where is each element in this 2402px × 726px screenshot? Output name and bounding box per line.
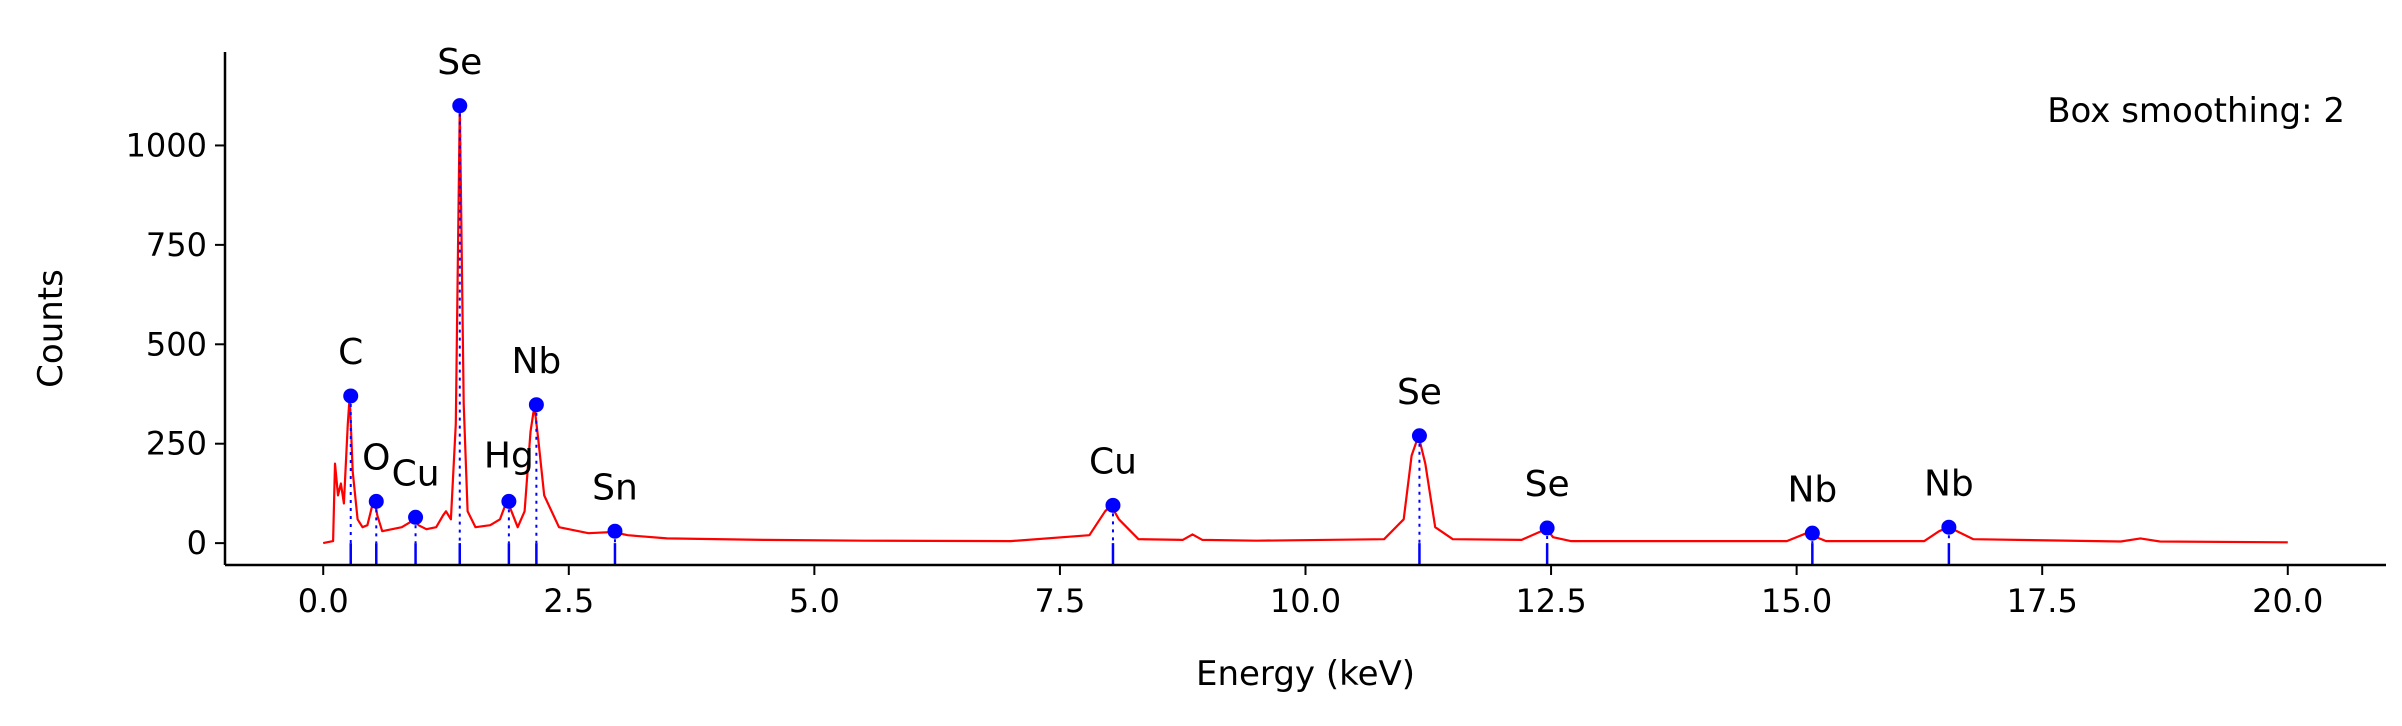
peak-point-9 (1539, 520, 1555, 536)
x-tick-label-2: 5.0 (789, 582, 840, 620)
peak-point-8 (1411, 428, 1427, 444)
peak-point-11 (1941, 519, 1957, 535)
peak-label-3: Se (437, 42, 482, 83)
y-tick-label-4: 1000 (126, 126, 207, 164)
peak-point-7 (1105, 497, 1121, 513)
peak-label-7: Cu (1089, 442, 1137, 483)
x-tick-label-6: 15.0 (1761, 582, 1832, 620)
peak-point-1 (368, 493, 384, 509)
peak-label-9: Se (1525, 464, 1570, 505)
peak-label-0: C (338, 332, 363, 373)
peak-label-1: O (362, 438, 390, 479)
peak-label-2: Cu (392, 453, 440, 494)
peak-label-6: Sn (592, 467, 638, 508)
x-tick-label-5: 12.5 (1515, 582, 1586, 620)
peak-label-8: Se (1397, 372, 1442, 413)
x-tick-label-1: 2.5 (543, 582, 594, 620)
peak-point-10 (1804, 525, 1820, 541)
peak-point-6 (607, 523, 623, 539)
x-tick-label-0: 0.0 (298, 582, 349, 620)
y-tick-label-3: 750 (146, 226, 207, 264)
x-tick-label-4: 10.0 (1270, 582, 1341, 620)
y-tick-label-1: 250 (146, 425, 207, 463)
peak-label-11: Nb (1924, 463, 1974, 504)
peak-point-3 (452, 98, 468, 114)
peak-point-0 (343, 388, 359, 404)
y-tick-label-0: 0 (187, 524, 207, 562)
peak-label-10: Nb (1787, 469, 1837, 510)
peak-label-5: Nb (511, 341, 561, 382)
peak-label-4: Hg (484, 436, 534, 477)
smoothing-annotation: Box smoothing: 2 (2047, 91, 2345, 131)
x-axis-title: Energy (keV) (1196, 654, 1415, 694)
peak-point-4 (501, 493, 517, 509)
x-tick-label-7: 17.5 (2007, 582, 2078, 620)
peak-point-5 (528, 397, 544, 413)
x-tick-label-8: 20.0 (2252, 582, 2323, 620)
axes: 0.0 2.5 5.0 7.5 10.0 12.5 15.0 17.5 20.0 0 250 500 7… (126, 52, 2386, 620)
x-tick-label-3: 7.5 (1034, 582, 1085, 620)
peak-point-2 (408, 509, 424, 525)
y-tick-label-2: 500 (146, 325, 207, 363)
y-axis-title: Counts (31, 269, 71, 388)
